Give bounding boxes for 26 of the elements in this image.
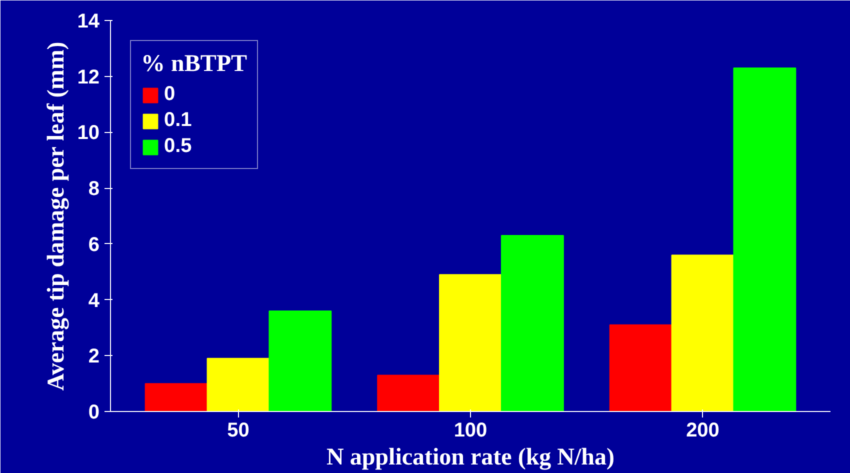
y-tick-label: 10 xyxy=(77,122,100,144)
x-tick-label: 100 xyxy=(454,420,488,442)
legend-label: 0.5 xyxy=(164,135,192,158)
y-tick-label: 12 xyxy=(77,66,100,88)
x-tick-label: 50 xyxy=(227,420,250,442)
bar xyxy=(671,254,734,412)
x-tick-label: 200 xyxy=(686,420,720,442)
bar xyxy=(733,67,796,412)
y-tick-label: 6 xyxy=(88,234,100,256)
y-axis-title: Average tip damage per leaf (mm) xyxy=(43,42,70,391)
y-tick-label: 14 xyxy=(77,10,100,32)
bar xyxy=(377,374,440,412)
legend-title: % nBTPT xyxy=(141,51,248,78)
bar xyxy=(439,274,502,412)
legend-label: 0 xyxy=(164,83,176,106)
y-tick-label: 8 xyxy=(88,178,100,200)
bar xyxy=(144,383,208,412)
x-axis-title: N application rate (kg N/ha) xyxy=(326,444,614,470)
y-tick-label: 2 xyxy=(88,346,100,368)
y-tick-label: 4 xyxy=(88,290,100,312)
bar xyxy=(500,235,564,412)
legend-label: 0.1 xyxy=(164,109,192,132)
bar xyxy=(268,310,332,412)
y-tick-label: 0 xyxy=(88,402,100,424)
bar xyxy=(206,358,270,412)
bar xyxy=(609,324,672,412)
